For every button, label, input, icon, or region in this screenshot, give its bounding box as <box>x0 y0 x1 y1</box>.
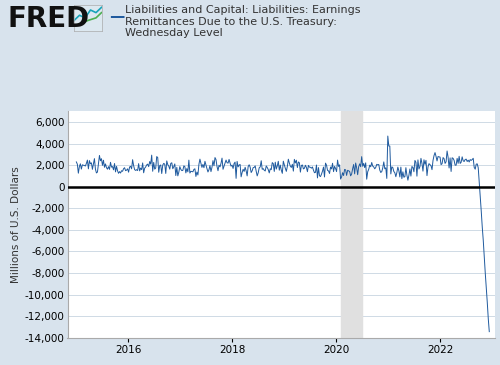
Text: —: — <box>109 9 124 24</box>
Text: FRED: FRED <box>8 5 89 34</box>
Text: Wednesday Level: Wednesday Level <box>125 28 223 38</box>
Text: Liabilities and Capital: Liabilities: Earnings: Liabilities and Capital: Liabilities: Ea… <box>125 5 360 15</box>
Y-axis label: Millions of U.S. Dollars: Millions of U.S. Dollars <box>10 166 20 283</box>
Text: Remittances Due to the U.S. Treasury:: Remittances Due to the U.S. Treasury: <box>125 17 337 27</box>
Bar <box>340 111 362 338</box>
